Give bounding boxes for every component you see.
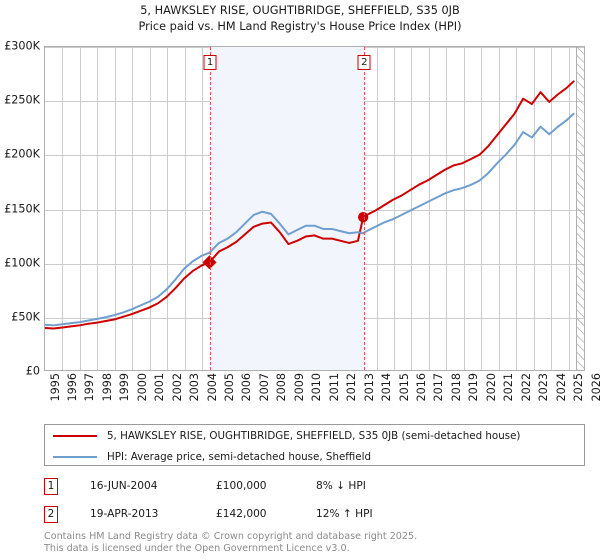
y-axis-tick-label: £50K (11, 310, 40, 324)
x-axis-tick-label: 2010 (310, 373, 324, 402)
footer-line-1: Contains HM Land Registry data © Crown c… (44, 531, 418, 542)
sale-badge-2: 2 (44, 505, 58, 523)
x-axis-tick-label: 2001 (153, 373, 167, 402)
sale-hpi-delta-1: 8% ↓ HPI (316, 480, 366, 492)
property-price-line (45, 80, 575, 330)
x-axis-tick-label: 1997 (83, 373, 97, 402)
x-axis-tick-label: 2014 (380, 373, 394, 402)
legend-swatch-hpi (53, 455, 97, 458)
sale-price-1: £100,000 (216, 480, 267, 492)
x-axis-tick-label: 2020 (484, 373, 498, 402)
gridline-vertical (533, 47, 535, 370)
sale-record-1[interactable]: 1 16-JUN-2004 £100,000 8% ↓ HPI (44, 477, 366, 495)
y-axis: £0 £50K £100K £150K £200K £250K £300K (0, 40, 42, 378)
gridline-vertical (79, 47, 81, 370)
x-axis-tick-label: 1995 (48, 373, 62, 402)
legend-label-hpi: HPI: Average price, semi-detached house,… (107, 450, 371, 463)
y-axis-tick-label: £300K (4, 39, 40, 53)
incomplete-data-hatching (576, 47, 584, 370)
gridline-vertical (481, 47, 483, 370)
sale-date-2: 19-APR-2013 (90, 508, 159, 520)
gridline-vertical (394, 47, 396, 370)
x-axis-tick-label: 2019 (467, 373, 481, 402)
hpi-average-line (45, 112, 575, 327)
sale-record-2[interactable]: 2 19-APR-2013 £142,000 12% ↑ HPI (44, 505, 373, 523)
sale-badge-1: 1 (44, 477, 58, 495)
attribution-footer: Contains HM Land Registry data © Crown c… (44, 531, 584, 554)
legend-item-property[interactable]: 5, HAWKSLEY RISE, OUGHTIBRIDGE, SHEFFIEL… (45, 425, 584, 446)
sale-date-1: 16-JUN-2004 (90, 480, 158, 492)
x-axis-tick-label: 2026 (589, 373, 600, 402)
chart-legend: 5, HAWKSLEY RISE, OUGHTIBRIDGE, SHEFFIEL… (44, 424, 585, 466)
sale-price-2: £142,000 (216, 508, 267, 520)
x-axis-tick-label: 2025 (572, 373, 586, 402)
gridline-vertical (167, 47, 169, 370)
x-axis: 1995 1996 1997 1998 1999 2000 2001 2002 2003 2004… (44, 372, 600, 418)
gridline-vertical (149, 47, 151, 370)
sale-hpi-delta-2: 12% ↑ HPI (316, 508, 373, 520)
footer-line-2: This data is licensed under the Open Gov… (44, 542, 350, 554)
x-axis-tick-label: 2003 (188, 373, 202, 402)
x-axis-tick-label: 2007 (257, 373, 271, 402)
gridline-vertical (411, 47, 413, 370)
gridline-vertical (446, 47, 448, 370)
page-title: 5, HAWKSLEY RISE, OUGHTIBRIDGE, SHEFFIEL… (140, 4, 460, 17)
x-axis-tick-label: 2023 (537, 373, 551, 402)
gridline-vertical (184, 47, 186, 370)
gridline-vertical (114, 47, 116, 370)
x-axis-tick-label: 2009 (292, 373, 306, 402)
x-axis-tick-label: 2022 (519, 373, 533, 402)
sale-marker-circle[interactable] (358, 211, 369, 223)
x-axis-tick-label: 2011 (327, 373, 341, 402)
sale-flag-1[interactable]: 1 (203, 55, 217, 70)
x-axis-tick-label: 2016 (414, 373, 428, 402)
price-series-lines (45, 80, 575, 330)
x-axis-tick-label: 2000 (135, 373, 149, 402)
legend-label-property: 5, HAWKSLEY RISE, OUGHTIBRIDGE, SHEFFIEL… (107, 429, 521, 442)
x-axis-tick-label: 2004 (205, 373, 219, 402)
x-axis-tick-label: 2013 (362, 373, 376, 402)
y-axis-tick-label: £0 (25, 364, 40, 378)
gridline-vertical (132, 47, 134, 370)
gridline-vertical (498, 47, 500, 370)
x-axis-tick-label: 1998 (100, 373, 114, 402)
gridline-vertical (551, 47, 553, 370)
x-axis-tick-label: 1996 (65, 373, 79, 402)
sale-date-dashed-line-2 (364, 47, 366, 370)
page-subtitle: Price paid vs. HM Land Registry's House … (138, 20, 462, 33)
x-axis-tick-label: 2008 (275, 373, 289, 402)
legend-swatch-property (53, 434, 97, 437)
ownership-period-shading (210, 47, 365, 370)
gridline-vertical (428, 47, 430, 370)
x-axis-tick-label: 2006 (240, 373, 254, 402)
x-axis-tick-label: 2012 (345, 373, 359, 402)
y-axis-tick-label: £200K (4, 147, 40, 161)
x-axis-tick-label: 2005 (223, 373, 237, 402)
x-axis-tick-label: 2024 (554, 373, 568, 402)
sale-date-dashed-line-1 (210, 47, 212, 370)
gridline-vertical (463, 47, 465, 370)
y-axis-tick-label: £100K (4, 256, 40, 270)
gridline-vertical (62, 47, 64, 370)
sale-flag-2[interactable]: 2 (357, 55, 371, 70)
gridline-vertical (568, 47, 570, 370)
legend-item-hpi[interactable]: HPI: Average price, semi-detached house,… (45, 446, 584, 467)
gridline-vertical (202, 47, 204, 370)
x-axis-tick-label: 1999 (118, 373, 132, 402)
x-axis-tick-label: 2017 (432, 373, 446, 402)
x-axis-tick-label: 2015 (397, 373, 411, 402)
x-axis-tick-label: 2018 (449, 373, 463, 402)
y-axis-tick-label: £250K (4, 93, 40, 107)
x-axis-tick-label: 2021 (502, 373, 516, 402)
gridline-vertical (97, 47, 99, 370)
chart-title: 5, HAWKSLEY RISE, OUGHTIBRIDGE, SHEFFIEL… (0, 3, 600, 35)
gridline-vertical (516, 47, 518, 370)
y-axis-tick-label: £150K (4, 202, 40, 215)
x-axis-tick-label: 2002 (170, 373, 184, 402)
